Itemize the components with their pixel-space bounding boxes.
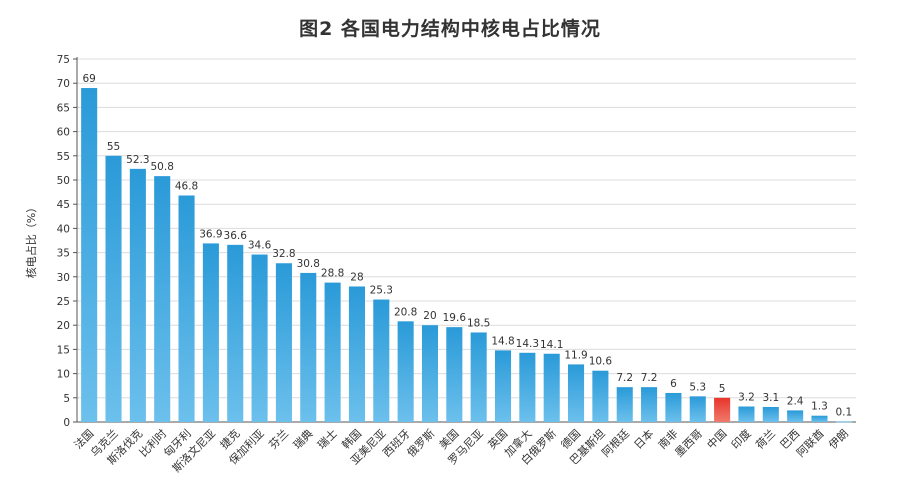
data-label: 14.1 [540, 339, 563, 351]
data-label: 69 [82, 73, 95, 85]
bar [421, 325, 439, 422]
data-label: 28.8 [321, 268, 344, 280]
chart-title: 图2 各国电力结构中核电占比情况 [299, 18, 601, 40]
x-tick-label: 荷兰 [753, 427, 778, 452]
x-tick-label: 芬兰 [266, 427, 291, 452]
data-label: 2.4 [787, 395, 804, 407]
data-label: 25.3 [370, 285, 393, 297]
bar [397, 321, 414, 422]
y-tick-label: 60 [57, 127, 70, 139]
y-tick-label: 45 [57, 199, 70, 211]
y-tick-label: 55 [57, 151, 70, 163]
bar [494, 350, 512, 422]
y-tick-label: 10 [57, 369, 70, 381]
bar [251, 254, 268, 422]
y-tick-label: 20 [57, 320, 70, 332]
bar [446, 327, 463, 422]
data-label: 20.8 [394, 306, 417, 318]
x-tick-label: 阿根廷 [599, 426, 632, 459]
data-label: 6 [670, 378, 677, 390]
bar [275, 263, 292, 422]
bar [202, 243, 219, 422]
data-label: 1.3 [811, 401, 828, 413]
bar [689, 396, 706, 422]
bar [154, 176, 171, 422]
bar [81, 88, 98, 422]
x-tick-label: 伊朗 [826, 427, 851, 452]
data-label: 14.3 [516, 338, 539, 350]
y-tick-label: 5 [63, 393, 70, 405]
data-label: 46.8 [175, 180, 198, 192]
data-label: 32.8 [272, 248, 295, 260]
x-tick-label: 瑞士 [314, 426, 339, 451]
y-tick-label: 50 [57, 175, 70, 187]
x-tick-label: 瑞典 [290, 426, 315, 451]
y-tick-label: 15 [57, 344, 70, 356]
bar [762, 406, 779, 422]
x-tick-label: 墨西哥 [672, 427, 705, 460]
bar [324, 282, 341, 422]
bar [811, 415, 828, 422]
bar [543, 353, 560, 422]
data-label: 20 [423, 310, 436, 322]
bar [348, 286, 365, 422]
x-tick-label: 印度 [728, 426, 753, 451]
data-label: 14.8 [491, 335, 514, 347]
bar [568, 364, 585, 422]
bar [300, 272, 317, 422]
data-label: 55 [107, 141, 120, 153]
bar [592, 370, 609, 422]
bar [787, 410, 804, 422]
bar [616, 387, 633, 422]
y-tick-label: 70 [57, 78, 70, 90]
bar [129, 168, 146, 422]
bar [178, 195, 195, 422]
bar [714, 397, 731, 422]
data-label: 28 [350, 271, 363, 283]
x-tick-label: 俄罗斯 [405, 427, 438, 460]
data-label: 52.3 [126, 154, 149, 166]
data-label: 3.2 [738, 392, 755, 404]
bar [470, 332, 487, 422]
data-label: 7.2 [641, 372, 658, 384]
bar [519, 352, 536, 422]
data-label: 7.2 [616, 372, 633, 384]
data-label: 5 [719, 383, 726, 395]
data-label: 11.9 [564, 349, 587, 361]
bar [835, 421, 852, 423]
data-label: 3.1 [762, 392, 779, 404]
data-label: 19.6 [443, 312, 467, 324]
y-tick-label: 65 [57, 102, 70, 114]
y-tick-label: 30 [57, 272, 70, 284]
y-tick-label: 25 [57, 296, 70, 308]
data-label: 34.6 [248, 240, 272, 252]
data-label: 50.8 [151, 161, 174, 173]
data-label: 5.3 [689, 381, 706, 393]
y-tick-label: 0 [63, 417, 70, 429]
y-tick-label: 35 [57, 248, 70, 260]
x-tick-label: 阿联酋 [793, 426, 826, 459]
data-label: 0.1 [835, 407, 852, 419]
data-label: 10.6 [589, 356, 613, 368]
bar [738, 406, 755, 422]
data-label: 30.8 [297, 258, 320, 270]
bar [373, 299, 390, 422]
y-tick-label: 40 [57, 223, 70, 235]
y-tick-label: 75 [57, 54, 70, 66]
x-tick-label: 中国 [705, 427, 730, 452]
data-label: 36.9 [199, 228, 222, 240]
bar [641, 387, 658, 422]
data-label: 36.6 [224, 230, 248, 242]
bar [227, 244, 244, 422]
x-tick-label: 日本 [631, 426, 656, 451]
bar [105, 155, 122, 423]
bar [665, 392, 682, 422]
data-label: 18.5 [467, 317, 490, 329]
